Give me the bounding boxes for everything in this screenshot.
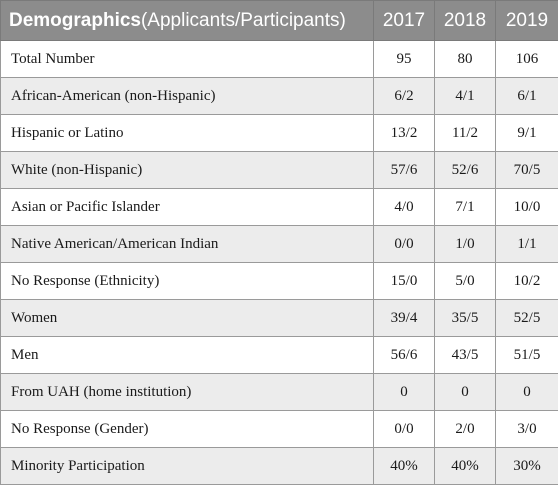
cell-value: 4/1: [434, 77, 496, 115]
table-row: Hispanic or Latino 13/2 11/2 9/1: [0, 114, 558, 152]
cell-value: 15/0: [373, 262, 435, 300]
table-row: Total Number 95 80 106: [0, 40, 558, 78]
cell-value: 43/5: [434, 336, 496, 374]
cell-value: 4/0: [373, 188, 435, 226]
row-label: Native American/American Indian: [0, 225, 374, 263]
header-title-bold: Demographics: [9, 9, 141, 31]
cell-value: 10/2: [495, 262, 558, 300]
header-year-2017: 2017: [373, 0, 435, 41]
cell-value: 52/6: [434, 151, 496, 189]
cell-value: 80: [434, 40, 496, 78]
cell-value: 56/6: [373, 336, 435, 374]
cell-value: 52/5: [495, 299, 558, 337]
cell-value: 95: [373, 40, 435, 78]
cell-value: 6/2: [373, 77, 435, 115]
cell-value: 0/0: [373, 225, 435, 263]
header-year-2018: 2018: [434, 0, 496, 41]
row-label: Hispanic or Latino: [0, 114, 374, 152]
cell-value: 13/2: [373, 114, 435, 152]
row-label: Minority Participation: [0, 447, 374, 485]
table-row: White (non-Hispanic) 57/6 52/6 70/5: [0, 151, 558, 189]
table-row: No Response (Gender) 0/0 2/0 3/0: [0, 410, 558, 448]
cell-value: 6/1: [495, 77, 558, 115]
cell-value: 70/5: [495, 151, 558, 189]
cell-value: 51/5: [495, 336, 558, 374]
cell-value: 0: [434, 373, 496, 411]
cell-value: 1/1: [495, 225, 558, 263]
cell-value: 57/6: [373, 151, 435, 189]
table-row: African-American (non-Hispanic) 6/2 4/1 …: [0, 77, 558, 115]
cell-value: 30%: [495, 447, 558, 485]
header-title-rest: (Applicants/Participants): [140, 9, 346, 31]
cell-value: 1/0: [434, 225, 496, 263]
row-label: Asian or Pacific Islander: [0, 188, 374, 226]
cell-value: 106: [495, 40, 558, 78]
cell-value: 40%: [373, 447, 435, 485]
cell-value: 2/0: [434, 410, 496, 448]
row-label: No Response (Gender): [0, 410, 374, 448]
cell-value: 11/2: [434, 114, 496, 152]
row-label: Total Number: [0, 40, 374, 78]
header-year-2019: 2019: [495, 0, 558, 41]
cell-value: 0: [373, 373, 435, 411]
table-row: Minority Participation 40% 40% 30%: [0, 447, 558, 485]
cell-value: 35/5: [434, 299, 496, 337]
table-row: No Response (Ethnicity) 15/0 5/0 10/2: [0, 262, 558, 300]
row-label: Women: [0, 299, 374, 337]
header-label-cell: Demographics(Applicants/Participants): [0, 0, 374, 41]
row-label: From UAH (home institution): [0, 373, 374, 411]
cell-value: 5/0: [434, 262, 496, 300]
table-row: Women 39/4 35/5 52/5: [0, 299, 558, 337]
table-row: Asian or Pacific Islander 4/0 7/1 10/0: [0, 188, 558, 226]
cell-value: 10/0: [495, 188, 558, 226]
table-row: Men 56/6 43/5 51/5: [0, 336, 558, 374]
cell-value: 3/0: [495, 410, 558, 448]
cell-value: 40%: [434, 447, 496, 485]
row-label: White (non-Hispanic): [0, 151, 374, 189]
cell-value: 0/0: [373, 410, 435, 448]
cell-value: 39/4: [373, 299, 435, 337]
table-row: Native American/American Indian 0/0 1/0 …: [0, 225, 558, 263]
row-label: No Response (Ethnicity): [0, 262, 374, 300]
row-label: African-American (non-Hispanic): [0, 77, 374, 115]
cell-value: 7/1: [434, 188, 496, 226]
header-row: Demographics(Applicants/Participants) 20…: [0, 0, 558, 41]
table-row: From UAH (home institution) 0 0 0: [0, 373, 558, 411]
row-label: Men: [0, 336, 374, 374]
cell-value: 9/1: [495, 114, 558, 152]
cell-value: 0: [495, 373, 558, 411]
